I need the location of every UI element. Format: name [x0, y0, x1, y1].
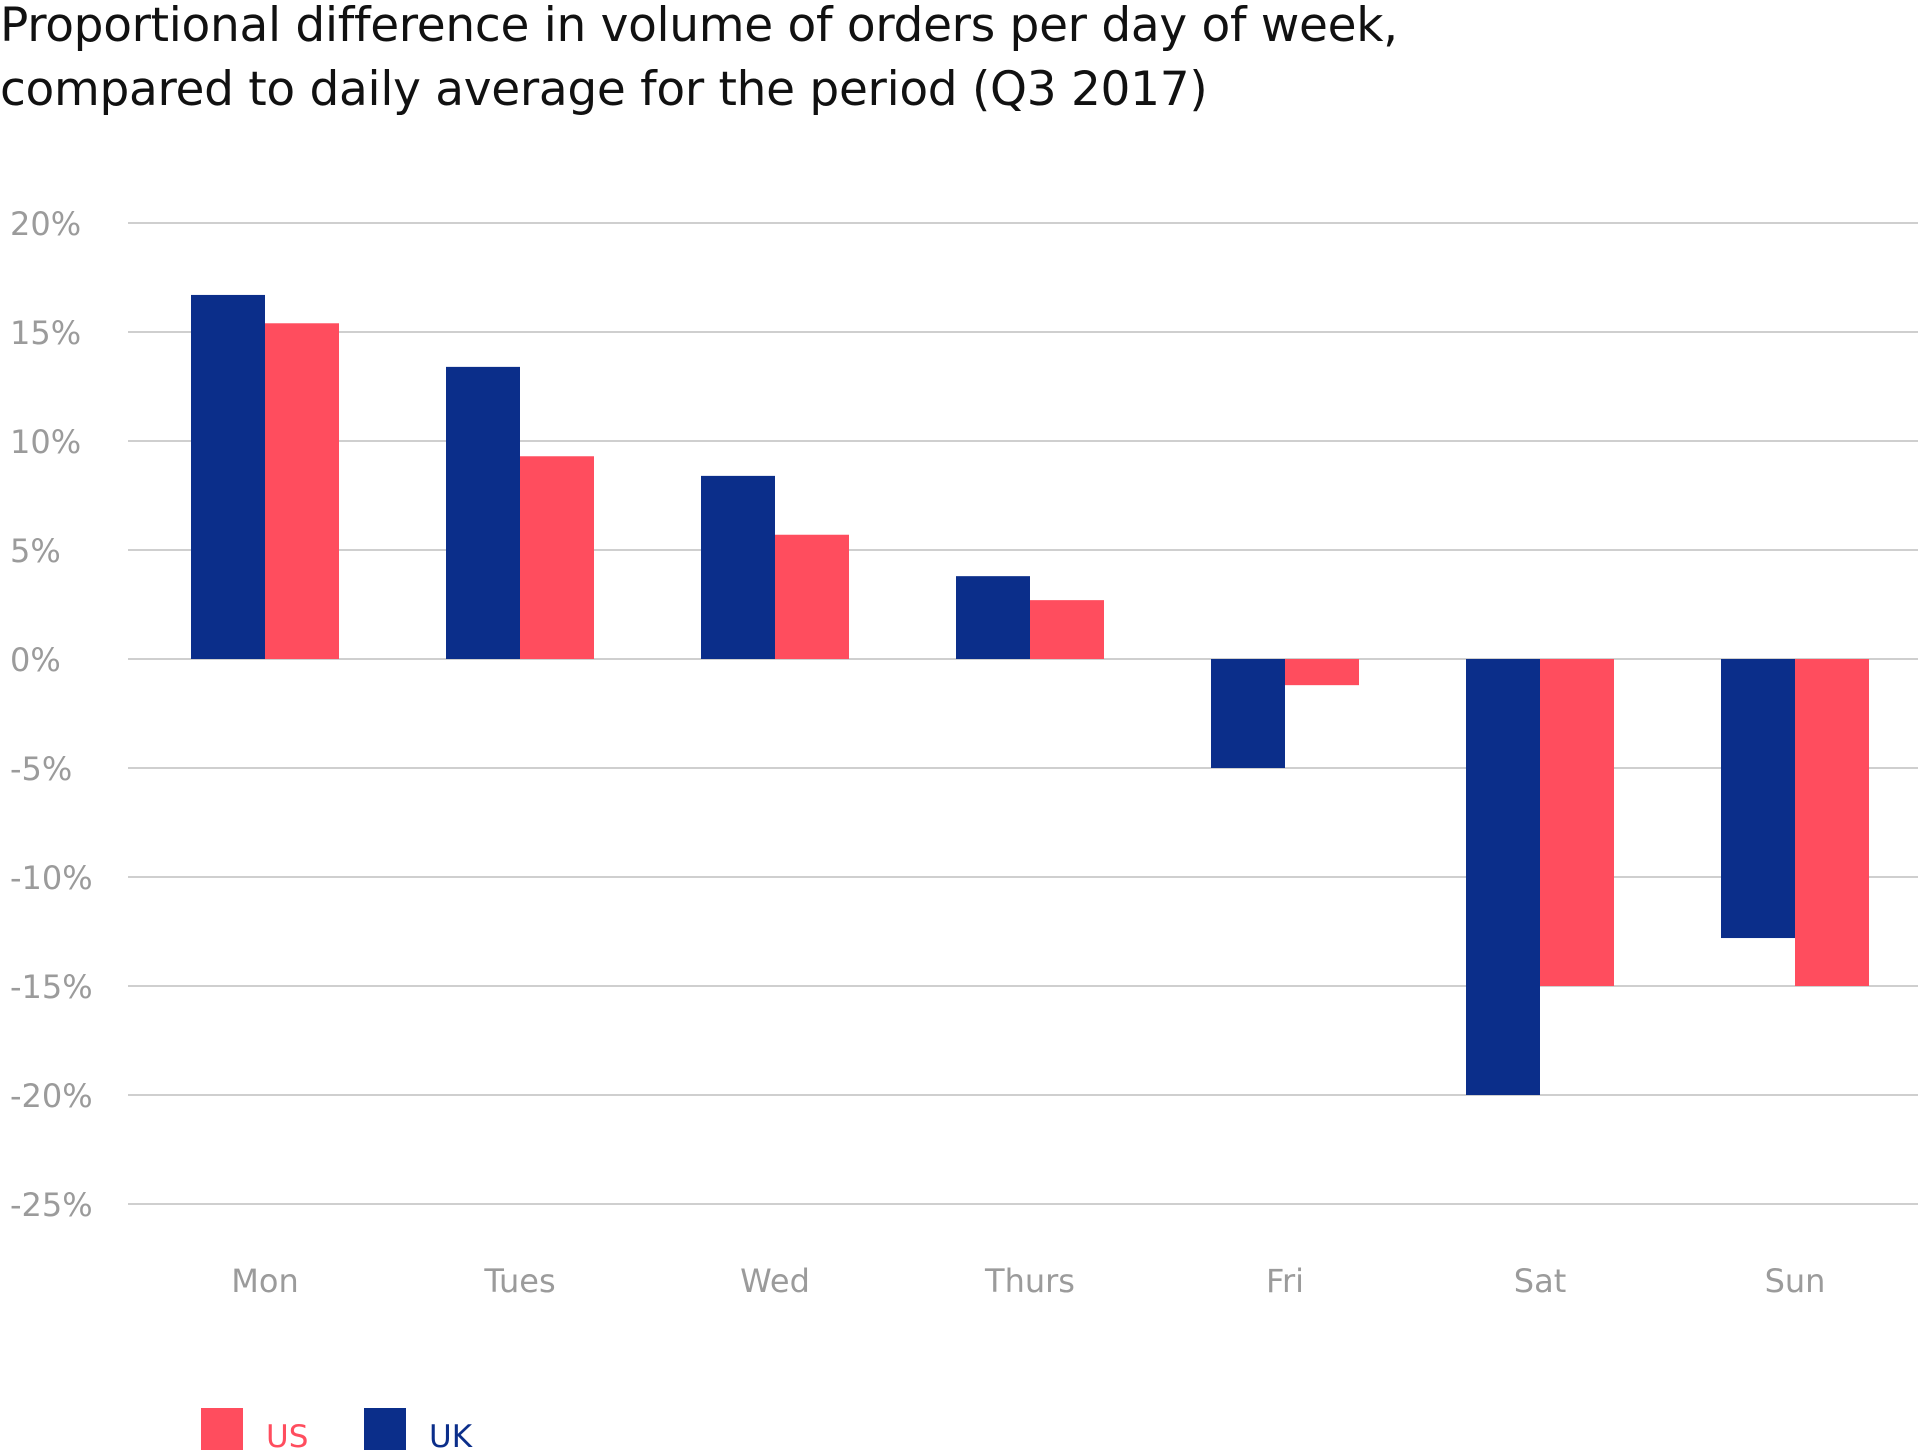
- y-tick-label: -5%: [10, 750, 72, 788]
- bar-uk-thurs: [956, 576, 1030, 659]
- bar-us-sat: [1540, 659, 1614, 986]
- bar-us-tues: [520, 456, 594, 659]
- y-tick-label: -20%: [10, 1077, 93, 1115]
- bar-us-sun: [1795, 659, 1869, 986]
- bar-uk-sat: [1466, 659, 1540, 1095]
- bar-uk-fri: [1211, 659, 1285, 768]
- y-tick-label: 15%: [10, 314, 81, 352]
- x-tick-label: Wed: [740, 1262, 810, 1300]
- y-tick-label: -15%: [10, 968, 93, 1006]
- x-tick-label: Thurs: [984, 1262, 1075, 1300]
- y-tick-label: 10%: [10, 423, 81, 461]
- bar-uk-tues: [446, 366, 520, 659]
- legend-label-uk: UK: [429, 1419, 473, 1451]
- legend-swatch-us: [201, 1408, 243, 1450]
- bar-uk-wed: [701, 475, 775, 659]
- x-tick-label: Mon: [231, 1262, 298, 1300]
- bar-us-mon: [265, 323, 339, 659]
- chart-title-line-2: compared to daily average for the period…: [0, 62, 1208, 117]
- bar-us-fri: [1285, 659, 1359, 686]
- bar-us-wed: [775, 534, 849, 659]
- x-tick-label: Fri: [1266, 1262, 1304, 1300]
- bar-us-thurs: [1030, 600, 1104, 659]
- y-tick-label: 0%: [10, 641, 61, 679]
- bar-uk-sun: [1721, 659, 1795, 939]
- y-tick-label: 5%: [10, 532, 61, 570]
- chart-title: Proportional difference in volume of ord…: [0, 0, 1900, 122]
- legend-label-us: US: [266, 1419, 308, 1451]
- y-tick-label: -10%: [10, 859, 93, 897]
- y-tick-label: -25%: [10, 1186, 93, 1224]
- x-tick-label: Sun: [1765, 1262, 1826, 1300]
- x-tick-label: Tues: [483, 1262, 555, 1300]
- y-tick-label: 20%: [10, 205, 81, 243]
- x-tick-label: Sat: [1514, 1262, 1566, 1300]
- chart-title-line-1: Proportional difference in volume of ord…: [0, 0, 1398, 53]
- bar-uk-mon: [191, 294, 265, 659]
- legend-swatch-uk: [364, 1408, 406, 1450]
